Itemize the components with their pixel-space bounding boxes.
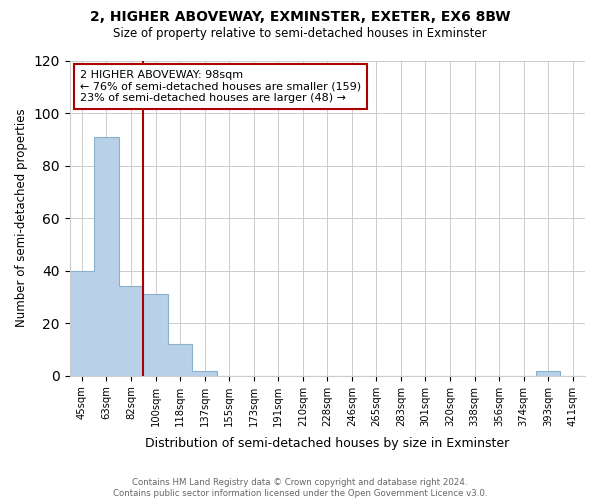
Text: 2 HIGHER ABOVEWAY: 98sqm
← 76% of semi-detached houses are smaller (159)
23% of : 2 HIGHER ABOVEWAY: 98sqm ← 76% of semi-d…	[80, 70, 361, 103]
Y-axis label: Number of semi-detached properties: Number of semi-detached properties	[15, 109, 28, 328]
Text: 2, HIGHER ABOVEWAY, EXMINSTER, EXETER, EX6 8BW: 2, HIGHER ABOVEWAY, EXMINSTER, EXETER, E…	[90, 10, 510, 24]
Text: Contains HM Land Registry data © Crown copyright and database right 2024.
Contai: Contains HM Land Registry data © Crown c…	[113, 478, 487, 498]
Text: Size of property relative to semi-detached houses in Exminster: Size of property relative to semi-detach…	[113, 28, 487, 40]
X-axis label: Distribution of semi-detached houses by size in Exminster: Distribution of semi-detached houses by …	[145, 437, 509, 450]
